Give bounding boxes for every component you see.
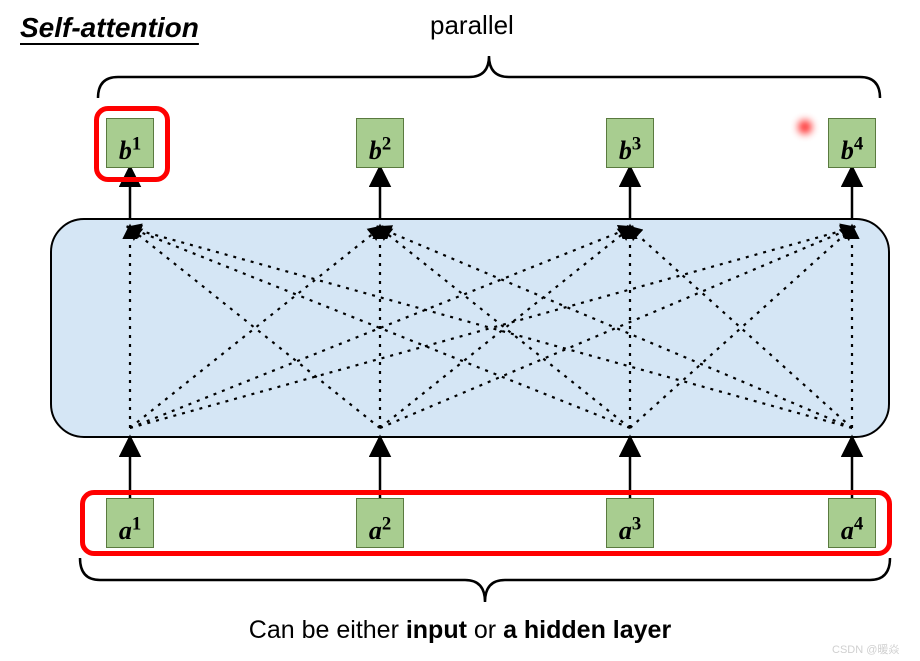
highlight-inputs	[80, 490, 892, 556]
output-node-b4: b4	[828, 118, 876, 168]
connections-layer	[0, 0, 920, 661]
input-node-a4: a4	[828, 498, 876, 548]
caption-mid: or	[467, 616, 503, 644]
diagram-canvas: Self-attention parallel b1 b2 b3 b4 a1 a…	[0, 0, 920, 661]
output-node-b1: b1	[106, 118, 154, 168]
pointer-dot	[798, 120, 812, 134]
input-node-a2: a2	[356, 498, 404, 548]
caption-bold1: input	[406, 616, 467, 644]
caption-bold2: a hidden layer	[503, 616, 671, 644]
bottom-caption: Can be either input or a hidden layer	[0, 616, 920, 645]
output-node-b2: b2	[356, 118, 404, 168]
input-node-a3: a3	[606, 498, 654, 548]
caption-prefix: Can be either	[249, 616, 406, 644]
input-node-a1: a1	[106, 498, 154, 548]
output-node-b3: b3	[606, 118, 654, 168]
watermark-text: CSDN @暖焱	[832, 641, 899, 657]
